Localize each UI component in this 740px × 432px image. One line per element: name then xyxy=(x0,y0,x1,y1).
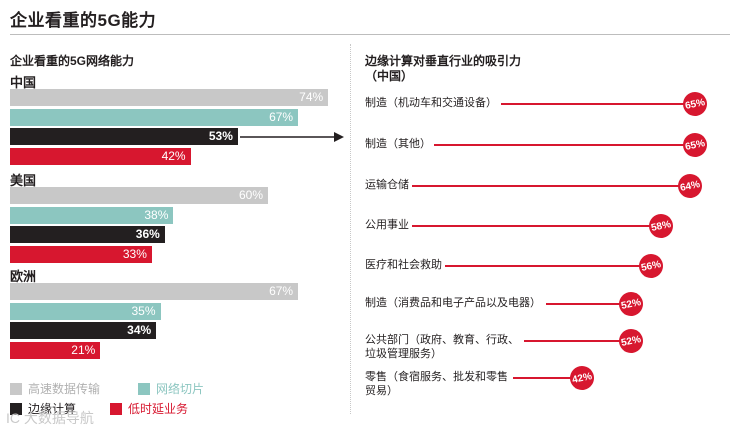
panel-divider xyxy=(350,44,351,414)
bar: 67% xyxy=(10,283,299,300)
bar: 67% xyxy=(10,108,299,126)
bar: 34% xyxy=(10,322,157,339)
page-title: 企业看重的5G能力 xyxy=(10,11,157,30)
bar-value-label: 67% xyxy=(269,284,294,298)
legend-item: 低时延业务 xyxy=(110,400,188,417)
industry-label: 公共部门（政府、教育、行政、 垃圾管理服务） xyxy=(365,334,519,360)
industry-line xyxy=(512,377,572,379)
value-badge: 56% xyxy=(636,251,665,281)
bar: 21% xyxy=(10,341,101,359)
watermark: IC 大数据导航 xyxy=(6,410,94,426)
value-badge: 52% xyxy=(616,289,646,319)
region-label: 中国 xyxy=(10,75,37,90)
legend-label: 高速数据传输 xyxy=(28,382,101,396)
legend-swatch xyxy=(138,382,150,395)
bar-value-label: 35% xyxy=(131,303,156,318)
legend-swatch xyxy=(10,402,22,415)
bar-value-label: 53% xyxy=(208,129,233,143)
legend-item: 网络切片 xyxy=(138,380,204,397)
title-divider xyxy=(10,34,730,35)
bar-value-label: 33% xyxy=(122,246,147,261)
bar-value-label: 42% xyxy=(161,148,186,163)
value-badge: 65% xyxy=(680,130,710,160)
industry-label: 制造（其他） xyxy=(365,138,431,150)
bar-value-label: 74% xyxy=(299,90,324,104)
industry-label: 零售（食宿服务、批发和零售 贸易） xyxy=(365,371,508,397)
industry-label: 运输仓储 xyxy=(365,179,409,191)
value-badge: 42% xyxy=(567,363,596,393)
industry-label: 公用事业 xyxy=(365,219,409,231)
bar: 53% xyxy=(10,128,238,145)
bar-value-label: 21% xyxy=(71,342,96,357)
industry-line xyxy=(411,225,651,227)
bar: 42% xyxy=(10,147,191,165)
bar: 33% xyxy=(10,245,152,263)
region-label: 欧洲 xyxy=(10,269,37,284)
industry-line xyxy=(523,340,621,342)
industry-line xyxy=(434,144,685,146)
value-badge: 52% xyxy=(616,326,646,356)
bar-value-label: 38% xyxy=(144,207,169,222)
bar-value-label: 34% xyxy=(127,323,152,337)
industry-line xyxy=(445,265,641,267)
legend-swatch xyxy=(110,402,122,415)
bar-value-label: 36% xyxy=(135,227,160,241)
industry-line xyxy=(546,303,621,305)
bar-value-label: 67% xyxy=(269,109,294,124)
connector-arrow xyxy=(240,132,344,142)
value-badge: 58% xyxy=(646,211,675,241)
bar: 60% xyxy=(10,187,268,204)
industry-label: 制造（消费品和电子产品以及电器） xyxy=(365,297,541,309)
industry-label: 制造（机动车和交通设备） xyxy=(365,97,497,109)
legend-swatch xyxy=(10,382,22,395)
right-chart-subtitle: （中国） xyxy=(365,69,414,83)
industry-line xyxy=(411,185,681,187)
legend-label: 低时延业务 xyxy=(128,402,189,416)
bar: 36% xyxy=(10,226,165,243)
legend-item: 高速数据传输 xyxy=(10,380,100,397)
industry-line xyxy=(501,103,685,105)
right-chart-title: 边缘计算对垂直行业的吸引力 xyxy=(365,54,522,68)
bar: 74% xyxy=(10,89,329,106)
legend-label: 网络切片 xyxy=(156,382,205,396)
bar-value-label: 60% xyxy=(238,188,263,202)
value-badge: 64% xyxy=(675,171,705,201)
legend-label: 边缘计算 xyxy=(28,402,77,416)
industry-label: 医疗和社会救助 xyxy=(365,259,442,271)
legend-item: 边缘计算 xyxy=(10,400,76,417)
bar: 38% xyxy=(10,206,174,224)
region-label: 美国 xyxy=(10,173,37,188)
value-badge: 65% xyxy=(680,89,710,119)
bar: 35% xyxy=(10,302,161,320)
left-chart-title: 企业看重的5G网络能力 xyxy=(10,54,135,68)
